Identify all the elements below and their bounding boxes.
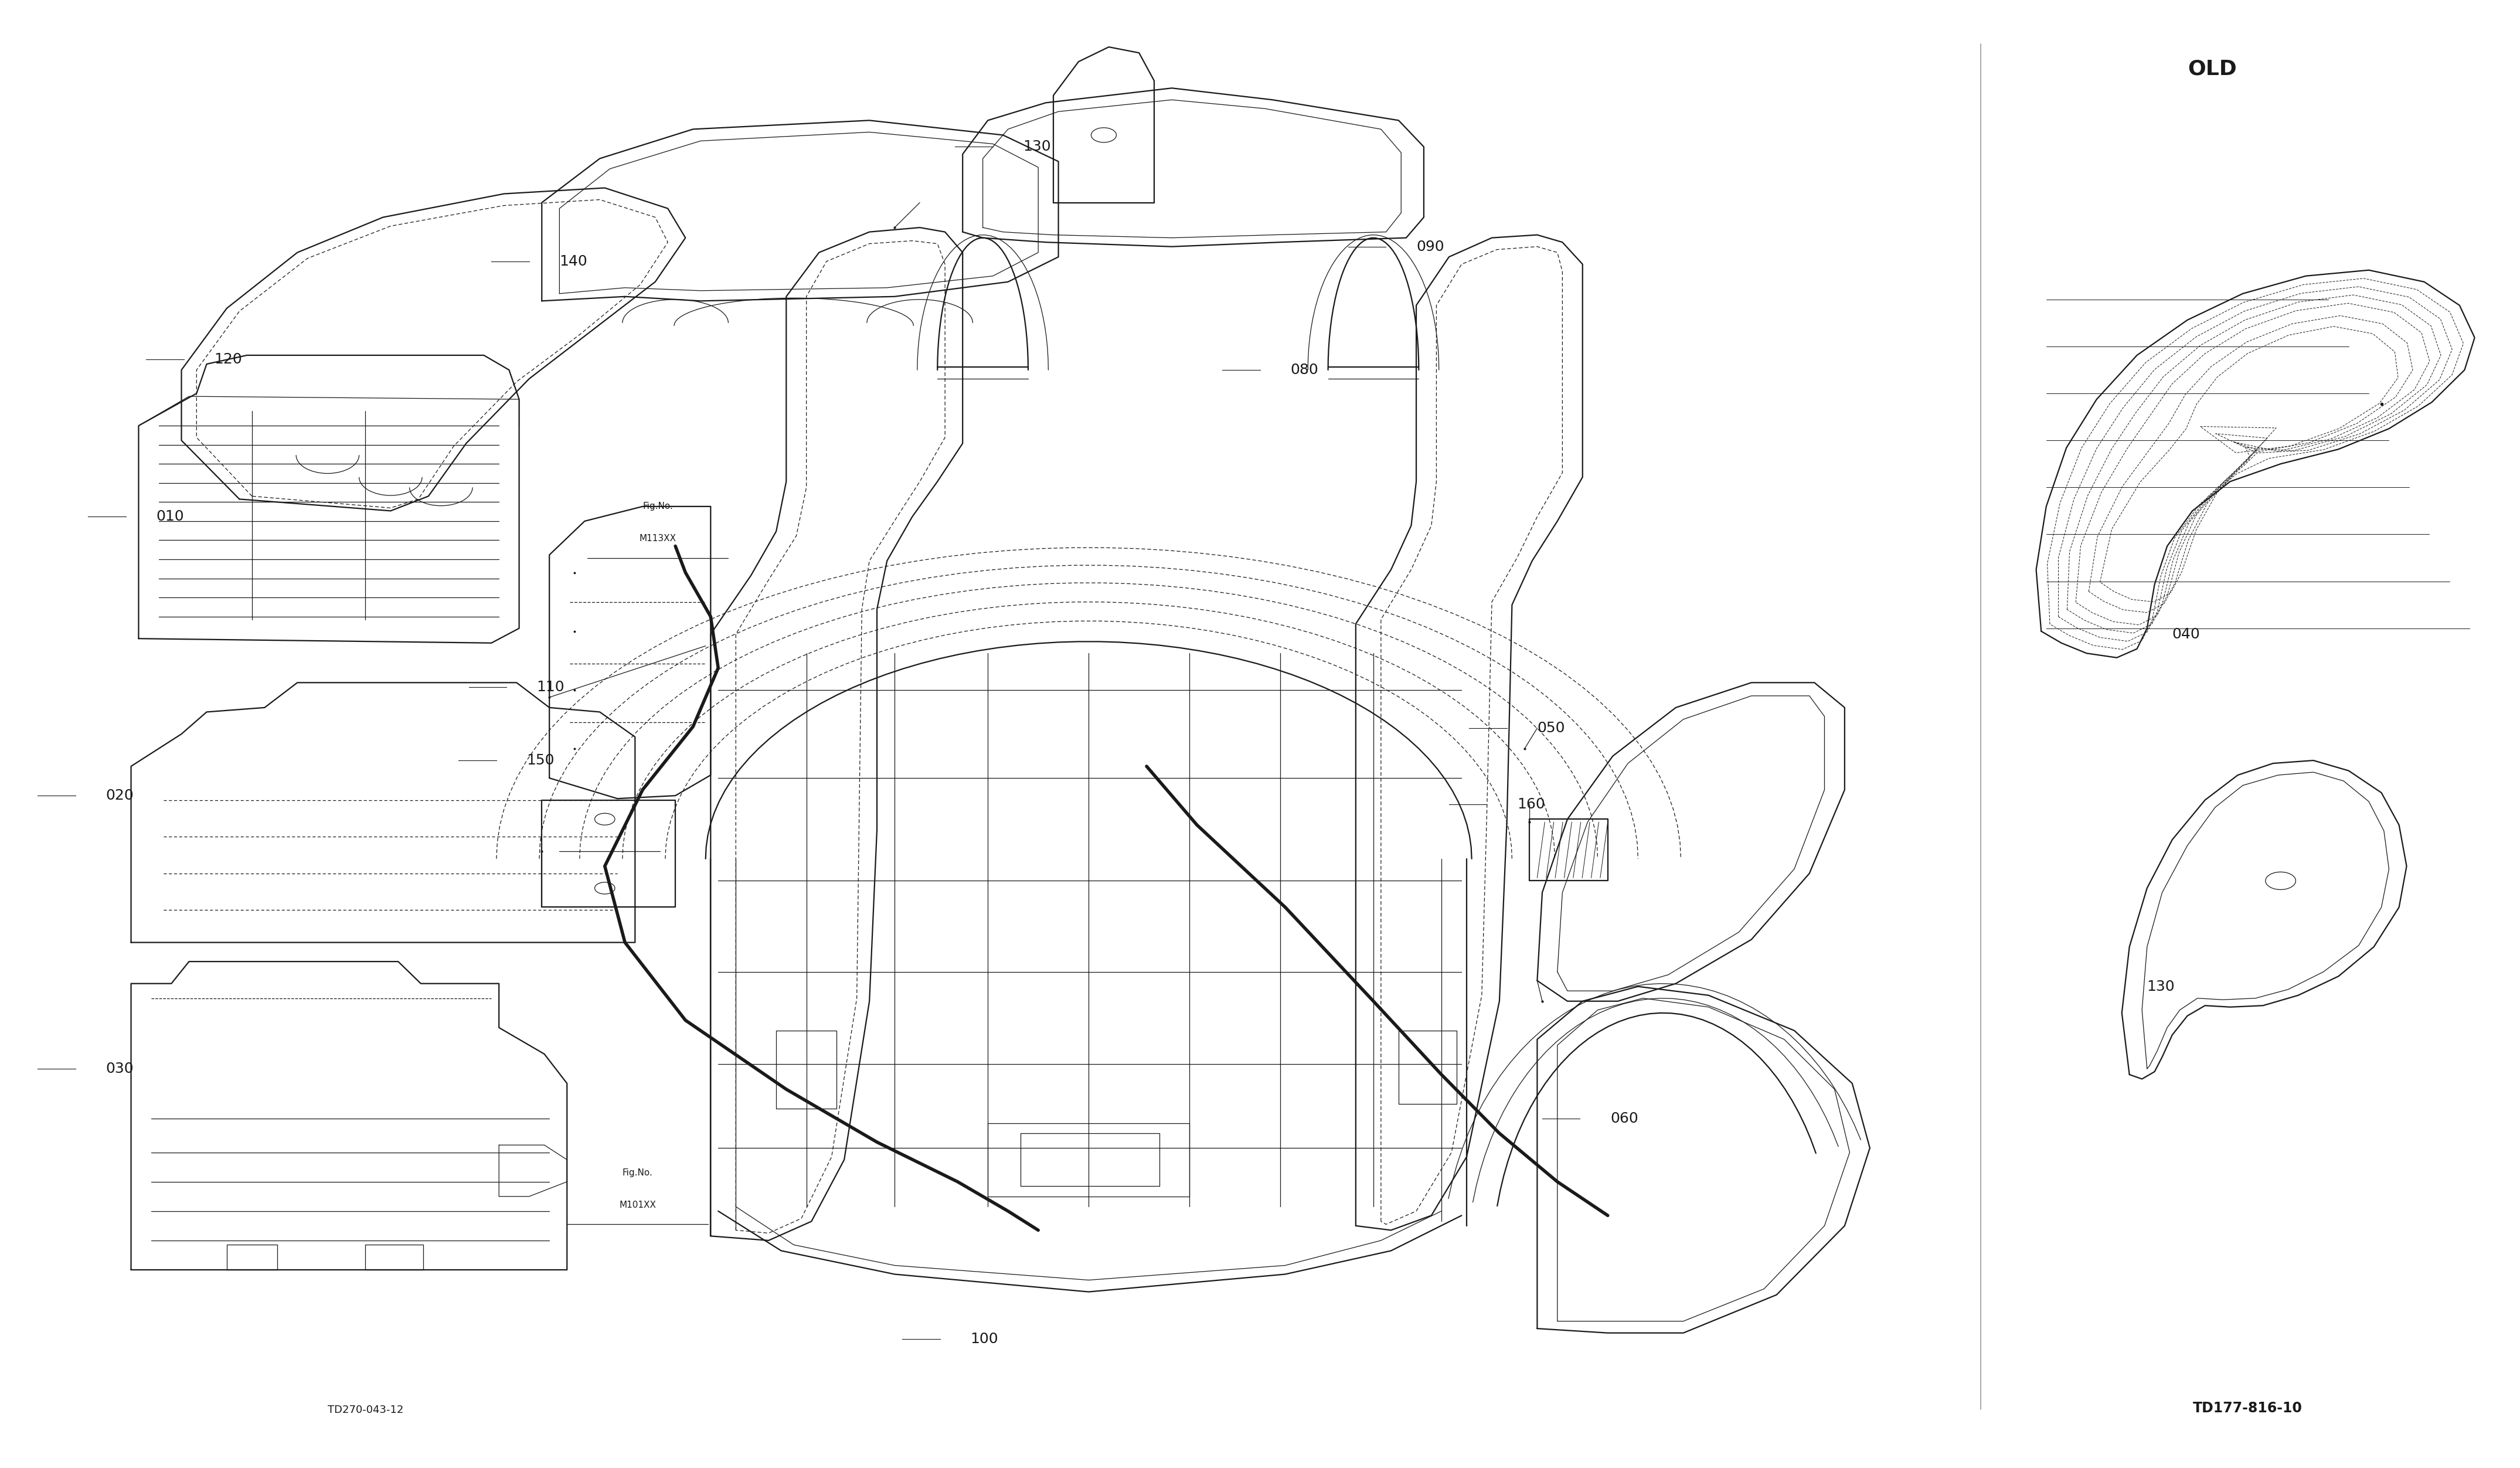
Text: 150: 150 xyxy=(527,753,554,768)
Text: 060: 060 xyxy=(1610,1111,1638,1126)
Text: 030: 030 xyxy=(106,1061,134,1076)
Text: 040: 040 xyxy=(2172,627,2200,642)
Text: TD177-816-10: TD177-816-10 xyxy=(2192,1400,2303,1415)
Text: Fig.No.: Fig.No. xyxy=(622,1169,653,1177)
Text: 120: 120 xyxy=(214,352,242,367)
Text: OLD: OLD xyxy=(2187,59,2238,79)
Text: 080: 080 xyxy=(1290,363,1318,377)
Text: 010: 010 xyxy=(156,509,184,524)
Text: 090: 090 xyxy=(1416,239,1444,254)
Text: M113XX: M113XX xyxy=(640,534,675,543)
Text: 110: 110 xyxy=(537,680,564,694)
Text: 050: 050 xyxy=(1537,721,1565,735)
Text: 020: 020 xyxy=(106,788,134,803)
Text: M101XX: M101XX xyxy=(620,1201,655,1210)
Text: 140: 140 xyxy=(559,254,587,269)
Text: 100: 100 xyxy=(970,1331,998,1346)
Text: 130: 130 xyxy=(2147,979,2175,994)
Text: 160: 160 xyxy=(1517,797,1545,812)
Text: 130: 130 xyxy=(1023,139,1051,154)
Text: TD270-043-12: TD270-043-12 xyxy=(328,1405,403,1415)
Text: Fig.No.: Fig.No. xyxy=(643,502,673,511)
